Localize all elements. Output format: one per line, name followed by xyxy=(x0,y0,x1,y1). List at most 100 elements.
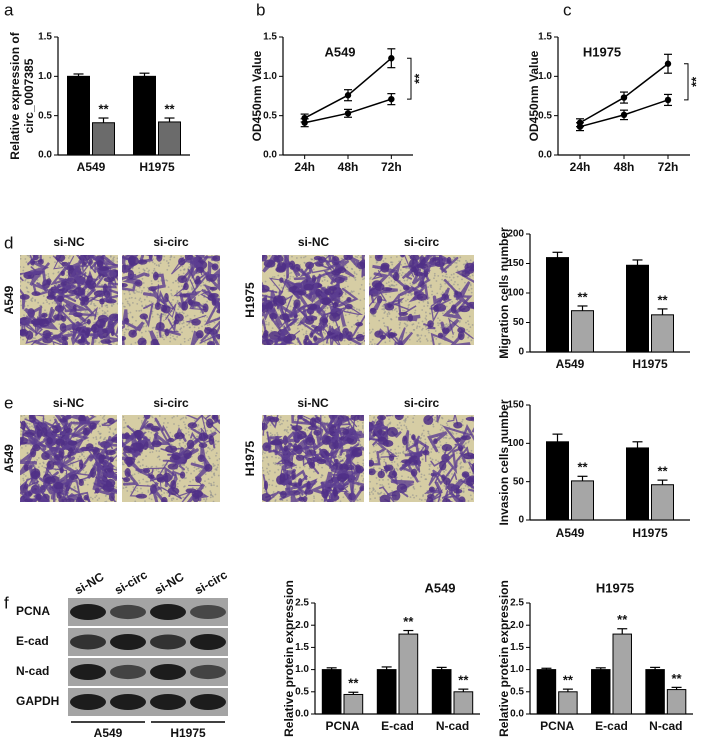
cell-body xyxy=(272,295,284,306)
pore xyxy=(469,275,471,278)
pore xyxy=(153,267,156,270)
pore xyxy=(262,456,265,459)
pore xyxy=(323,279,326,281)
pore xyxy=(179,328,182,331)
pore xyxy=(68,255,71,258)
pore xyxy=(300,256,303,259)
pore xyxy=(96,499,99,501)
pore xyxy=(108,431,111,434)
pore xyxy=(310,258,313,260)
pore xyxy=(432,425,435,428)
cell-body xyxy=(316,458,327,465)
pore xyxy=(435,280,438,282)
pore xyxy=(161,336,164,339)
cell xyxy=(37,477,52,494)
pore xyxy=(95,438,98,440)
pore xyxy=(24,300,27,303)
pore xyxy=(410,294,413,296)
pore xyxy=(405,299,407,302)
pore xyxy=(279,423,282,426)
pore xyxy=(101,309,104,312)
x-tick-label: N-cad xyxy=(649,719,682,733)
pore xyxy=(214,493,217,496)
pore xyxy=(137,472,140,474)
cell-body xyxy=(442,327,450,334)
y-tick-label: 1.0 xyxy=(538,71,552,82)
pore xyxy=(362,332,365,335)
cell xyxy=(296,308,314,327)
pore xyxy=(172,415,175,418)
pore xyxy=(123,292,126,295)
cell-body xyxy=(29,415,36,423)
pore xyxy=(43,471,45,473)
pore xyxy=(412,323,415,326)
cell-body xyxy=(346,297,352,302)
pore xyxy=(416,325,419,328)
pore xyxy=(188,266,191,268)
pore xyxy=(324,307,327,310)
cell-body xyxy=(446,256,452,264)
pore xyxy=(289,272,291,275)
bar xyxy=(612,633,632,715)
pore xyxy=(20,257,22,260)
pore xyxy=(58,474,61,477)
cell-body xyxy=(20,436,28,445)
pore xyxy=(138,291,140,293)
cell xyxy=(80,288,95,304)
cell-body xyxy=(30,470,41,480)
pore xyxy=(172,335,174,338)
pore xyxy=(31,425,33,428)
pore xyxy=(285,304,288,307)
pore xyxy=(428,296,431,299)
cell-body xyxy=(269,312,278,320)
pore xyxy=(277,457,280,459)
cell-body xyxy=(313,335,318,343)
cell-body xyxy=(35,493,42,501)
cell-body xyxy=(280,490,287,499)
pore xyxy=(178,321,181,324)
pore xyxy=(49,419,52,422)
column-label: si-NC xyxy=(297,396,329,410)
pore xyxy=(24,258,27,260)
cell-body xyxy=(458,305,471,313)
pore xyxy=(426,339,429,342)
cell-body xyxy=(174,432,185,440)
cell-body xyxy=(355,465,364,474)
pore xyxy=(399,289,402,292)
cell-body xyxy=(433,304,439,313)
pore xyxy=(178,444,181,447)
error-bar xyxy=(657,308,668,315)
pore xyxy=(204,485,207,488)
cell-body xyxy=(165,445,178,453)
pore xyxy=(90,496,92,499)
pore xyxy=(286,419,289,422)
pore xyxy=(27,304,29,307)
y-axis-label: OD450nm Value xyxy=(250,50,264,141)
x-tick-label: E-cad xyxy=(381,719,414,733)
pore xyxy=(439,283,442,286)
pore xyxy=(359,444,362,447)
cell-body xyxy=(331,269,342,276)
cell-body xyxy=(134,279,143,287)
pore xyxy=(185,427,188,430)
pore xyxy=(129,293,131,296)
pore xyxy=(143,286,145,289)
pore xyxy=(358,309,361,312)
pore xyxy=(313,495,315,498)
pore xyxy=(384,341,387,344)
pore xyxy=(274,463,277,466)
pore xyxy=(36,458,39,461)
pore xyxy=(386,315,389,318)
pore xyxy=(441,278,444,281)
pore xyxy=(99,432,102,435)
cell xyxy=(30,415,45,433)
pore xyxy=(364,312,365,315)
pore xyxy=(267,464,270,466)
pore xyxy=(362,464,364,467)
pore xyxy=(206,450,209,453)
pore xyxy=(185,471,188,474)
pore xyxy=(145,465,148,468)
pore xyxy=(303,256,305,259)
pore xyxy=(269,435,272,437)
cell xyxy=(268,274,289,294)
